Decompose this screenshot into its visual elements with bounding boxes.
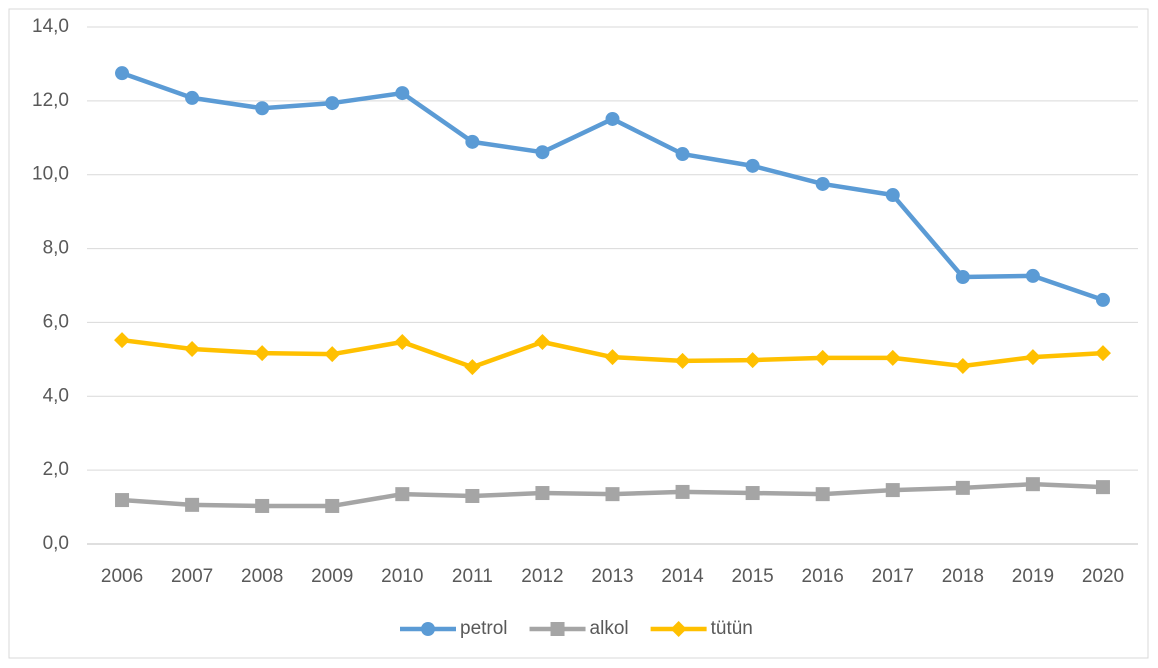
data-point — [535, 145, 550, 160]
data-point — [815, 487, 830, 502]
x-tick-label: 2018 — [942, 566, 984, 587]
y-tick-label: 6,0 — [43, 311, 69, 332]
data-point — [464, 359, 481, 376]
x-tick-label: 2008 — [241, 566, 283, 587]
x-tick-label: 2009 — [311, 566, 353, 587]
data-point — [1095, 480, 1110, 495]
x-tick-label: 2015 — [731, 566, 773, 587]
y-tick-label: 10,0 — [32, 164, 69, 185]
legend-marker — [670, 621, 687, 637]
data-point — [745, 486, 760, 501]
x-tick-label: 2020 — [1082, 566, 1124, 587]
data-point — [605, 487, 620, 502]
data-point — [675, 484, 690, 499]
data-point — [885, 483, 900, 498]
data-point — [1025, 268, 1040, 283]
y-tick-label: 0,0 — [43, 533, 69, 554]
data-point — [1024, 349, 1041, 366]
data-point — [255, 101, 270, 116]
data-point — [185, 90, 200, 105]
data-point — [114, 332, 131, 349]
data-point — [115, 66, 130, 81]
x-tick-label: 2012 — [521, 566, 563, 587]
x-tick-label: 2013 — [591, 566, 633, 587]
data-point — [955, 480, 970, 495]
data-point — [604, 349, 621, 366]
data-point — [465, 134, 480, 149]
data-point — [744, 352, 761, 369]
data-point — [1094, 345, 1111, 362]
data-point — [185, 497, 200, 512]
data-point — [534, 334, 551, 351]
data-point — [465, 488, 480, 503]
data-point — [954, 358, 971, 375]
legend-marker — [550, 622, 565, 636]
data-point — [605, 111, 620, 126]
y-tick-label: 12,0 — [32, 90, 69, 111]
y-tick-label: 8,0 — [43, 238, 69, 259]
data-point — [1095, 292, 1110, 307]
data-point — [324, 346, 341, 363]
legend-label: petrol — [460, 618, 508, 639]
data-point — [115, 493, 130, 508]
data-point — [395, 487, 410, 502]
data-point — [815, 176, 830, 191]
legend-label: alkol — [590, 618, 629, 639]
data-point — [675, 147, 690, 162]
data-point — [1025, 477, 1040, 492]
legend-label: tütün — [711, 618, 753, 639]
data-point — [325, 498, 340, 513]
data-point — [814, 349, 831, 366]
x-tick-label: 2017 — [872, 566, 914, 587]
x-tick-label: 2016 — [802, 566, 844, 587]
data-point — [254, 345, 271, 362]
legend-marker — [421, 622, 435, 636]
data-point — [535, 486, 550, 501]
data-point — [325, 96, 340, 111]
data-point — [885, 188, 900, 203]
x-tick-label: 2019 — [1012, 566, 1054, 587]
x-tick-label: 2011 — [452, 566, 493, 587]
x-tick-label: 2006 — [101, 566, 143, 587]
chart-border — [8, 8, 1149, 659]
data-point — [394, 334, 411, 351]
y-tick-label: 14,0 — [32, 16, 69, 37]
data-point — [674, 352, 691, 369]
x-tick-label: 2014 — [661, 566, 704, 587]
x-tick-label: 2010 — [381, 566, 423, 587]
y-tick-label: 2,0 — [43, 459, 69, 480]
data-point — [745, 158, 760, 173]
data-point — [184, 341, 201, 358]
data-point — [255, 498, 270, 513]
data-point — [395, 86, 410, 101]
y-tick-label: 4,0 — [43, 385, 69, 406]
data-point — [884, 349, 901, 366]
x-tick-label: 2007 — [171, 566, 213, 587]
data-point — [955, 270, 970, 285]
